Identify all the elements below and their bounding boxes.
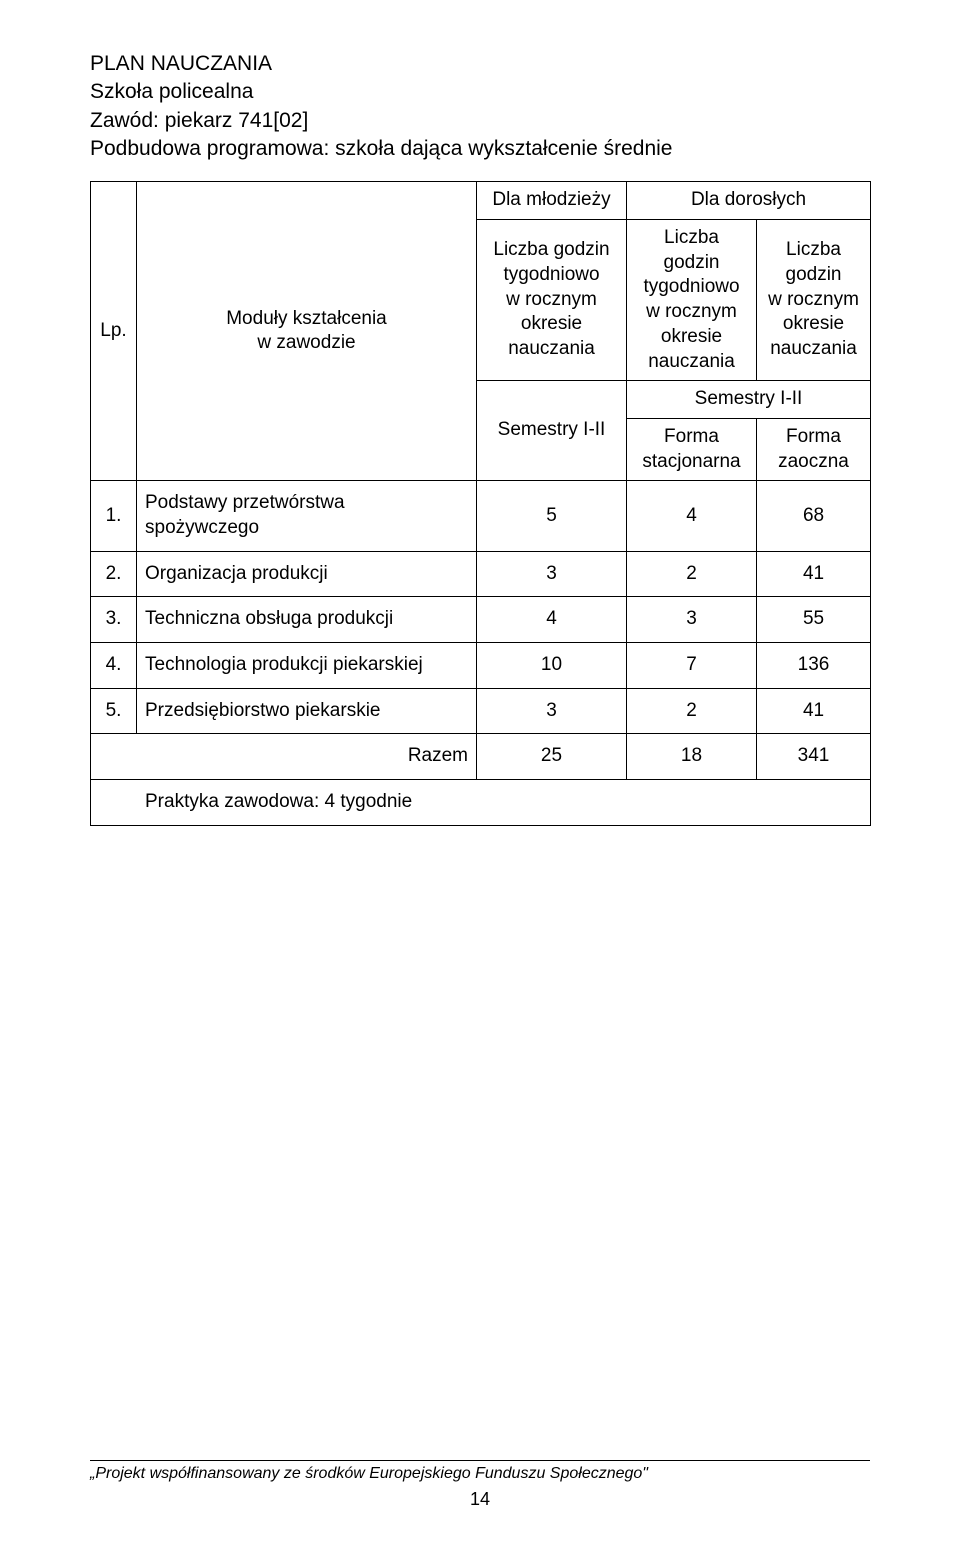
row-val-b: 7 bbox=[627, 643, 757, 689]
row-val-b: 3 bbox=[627, 597, 757, 643]
totals-a: 25 bbox=[477, 734, 627, 780]
page-number: 14 bbox=[90, 1489, 870, 1510]
youth-hours-header: Liczba godzin tygodniowo w rocznym okres… bbox=[477, 220, 627, 381]
youth-sem-header: Semestry I-II bbox=[477, 381, 627, 481]
totals-row: Razem 25 18 341 bbox=[91, 734, 871, 780]
adult-sem-header: Semestry I-II bbox=[627, 381, 871, 419]
teaching-plan-table: Lp. Moduły kształcenia w zawodzie Dla mł… bbox=[90, 181, 871, 825]
lp-header: Lp. bbox=[91, 182, 137, 481]
form-distance-header: Forma zaoczna bbox=[757, 418, 871, 480]
row-val-a: 3 bbox=[477, 551, 627, 597]
row-lp: 4. bbox=[91, 643, 137, 689]
table-row: 1. Podstawy przetwórstwa spożywczego 5 4… bbox=[91, 481, 871, 551]
row-name: Przedsiębiorstwo piekarskie bbox=[137, 688, 477, 734]
table-row: 4. Technologia produkcji piekarskiej 10 … bbox=[91, 643, 871, 689]
practice-row: Praktyka zawodowa: 4 tygodnie bbox=[91, 780, 871, 826]
row-val-a: 5 bbox=[477, 481, 627, 551]
row-val-c: 68 bbox=[757, 481, 871, 551]
youth-header: Dla młodzieży bbox=[477, 182, 627, 220]
row-val-a: 3 bbox=[477, 688, 627, 734]
footer-text: „Projekt współfinansowany ze środków Eur… bbox=[90, 1465, 870, 1483]
adult-header: Dla dorosłych bbox=[627, 182, 871, 220]
totals-b: 18 bbox=[627, 734, 757, 780]
adult-hours-yearly-header: Liczba godzin w rocznym okresie nauczani… bbox=[757, 220, 871, 381]
footer-divider bbox=[90, 1460, 870, 1461]
totals-label: Razem bbox=[91, 734, 477, 780]
profession-line: Zawód: piekarz 741[02] bbox=[90, 107, 870, 135]
plan-title: PLAN NAUCZANIA bbox=[90, 50, 870, 78]
row-lp: 3. bbox=[91, 597, 137, 643]
modules-header: Moduły kształcenia w zawodzie bbox=[137, 182, 477, 481]
totals-c: 341 bbox=[757, 734, 871, 780]
row-name: Technologia produkcji piekarskiej bbox=[137, 643, 477, 689]
row-name: Organizacja produkcji bbox=[137, 551, 477, 597]
row-lp: 5. bbox=[91, 688, 137, 734]
basis-line: Podbudowa programowa: szkoła dająca wyks… bbox=[90, 135, 870, 163]
practice-text: Praktyka zawodowa: 4 tygodnie bbox=[91, 780, 871, 826]
row-val-b: 2 bbox=[627, 688, 757, 734]
page-footer: „Projekt współfinansowany ze środków Eur… bbox=[90, 1460, 870, 1510]
row-val-c: 41 bbox=[757, 688, 871, 734]
row-val-b: 4 bbox=[627, 481, 757, 551]
row-val-c: 41 bbox=[757, 551, 871, 597]
row-lp: 2. bbox=[91, 551, 137, 597]
document-header: PLAN NAUCZANIA Szkoła policealna Zawód: … bbox=[90, 50, 870, 163]
adult-hours-weekly-header: Liczba godzin tygodniowo w rocznym okres… bbox=[627, 220, 757, 381]
school-line: Szkoła policealna bbox=[90, 78, 870, 106]
table-row: 3. Techniczna obsługa produkcji 4 3 55 bbox=[91, 597, 871, 643]
row-name: Techniczna obsługa produkcji bbox=[137, 597, 477, 643]
row-val-a: 10 bbox=[477, 643, 627, 689]
header-row-1: Lp. Moduły kształcenia w zawodzie Dla mł… bbox=[91, 182, 871, 220]
row-name: Podstawy przetwórstwa spożywczego bbox=[137, 481, 477, 551]
row-val-c: 55 bbox=[757, 597, 871, 643]
table-row: 2. Organizacja produkcji 3 2 41 bbox=[91, 551, 871, 597]
row-val-a: 4 bbox=[477, 597, 627, 643]
table-row: 5. Przedsiębiorstwo piekarskie 3 2 41 bbox=[91, 688, 871, 734]
row-val-c: 136 bbox=[757, 643, 871, 689]
form-stationary-header: Forma stacjonarna bbox=[627, 418, 757, 480]
row-lp: 1. bbox=[91, 481, 137, 551]
row-val-b: 2 bbox=[627, 551, 757, 597]
